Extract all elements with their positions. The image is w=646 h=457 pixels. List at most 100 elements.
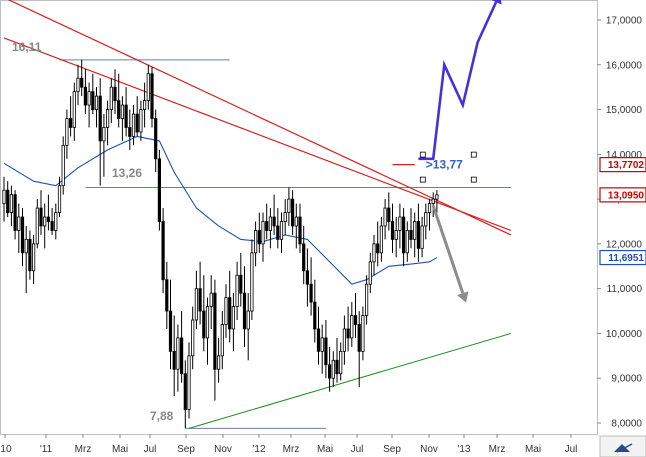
x-tick-label: Jul	[144, 444, 157, 455]
candle-body	[187, 355, 191, 410]
x-tick-label: Mrz	[283, 444, 300, 455]
bear-scenario-path	[431, 205, 465, 294]
candle-body	[9, 194, 13, 213]
candle-body	[231, 306, 235, 330]
y-tick-label: 15,0000	[606, 105, 643, 116]
candle-body	[276, 225, 280, 240]
candle	[131, 105, 136, 146]
candle	[28, 230, 32, 280]
candle-body	[191, 319, 195, 357]
candle	[242, 266, 247, 347]
candle	[272, 194, 276, 235]
candle-body	[209, 292, 213, 307]
candle-body	[106, 109, 110, 128]
selection-handle[interactable]	[419, 151, 426, 158]
candle	[176, 324, 180, 392]
candle	[35, 199, 39, 249]
badge-current-frame	[599, 187, 646, 203]
downtrend-line-1	[7, 0, 512, 236]
label-target: >13,77	[426, 158, 463, 172]
candle	[13, 190, 17, 240]
candle-body	[302, 243, 306, 272]
candle-body	[69, 118, 73, 128]
candle	[187, 342, 191, 419]
candle-body	[35, 207, 39, 245]
candle-body	[290, 198, 295, 227]
candle	[191, 306, 195, 370]
candle-body	[339, 350, 343, 375]
badge-upper-text: 13,7702	[608, 160, 645, 171]
candle	[120, 96, 124, 141]
candle-body	[265, 221, 269, 231]
candle-body	[235, 274, 239, 307]
candle-body	[346, 328, 350, 339]
axis-corner[interactable]	[599, 435, 646, 457]
candle-body	[327, 364, 332, 379]
bull-scenario-path	[418, 1, 498, 161]
candle	[46, 194, 51, 231]
candle	[43, 203, 47, 249]
candle	[54, 203, 58, 240]
candle	[87, 82, 91, 128]
candle-body	[427, 203, 432, 213]
candle-body	[272, 216, 276, 227]
candle-body	[176, 337, 180, 370]
candle	[383, 199, 387, 240]
candle	[179, 311, 184, 383]
candle	[150, 67, 154, 128]
y-tick-label: 9,0000	[611, 374, 642, 385]
candle	[205, 297, 210, 365]
candle-body	[420, 225, 424, 249]
candle-body	[94, 95, 99, 110]
candle-body	[198, 288, 202, 312]
candle-body	[357, 324, 361, 352]
candle-body	[390, 221, 395, 240]
candle	[98, 78, 102, 186]
candle-body	[76, 77, 80, 93]
candle-body	[283, 212, 287, 222]
selection-handle[interactable]	[470, 151, 477, 158]
label-support-level: 13,26	[112, 166, 142, 180]
candle	[290, 190, 295, 235]
candle-body	[65, 118, 69, 146]
candle-body	[91, 91, 95, 110]
candle-body	[228, 297, 232, 330]
candle	[387, 192, 391, 231]
candle	[65, 109, 69, 159]
candle-body	[150, 73, 154, 119]
candle-body	[416, 221, 421, 249]
candle	[353, 293, 358, 338]
candle	[435, 190, 439, 213]
candle	[416, 203, 421, 262]
selection-handle[interactable]	[470, 176, 477, 183]
candle	[431, 192, 435, 218]
candle	[17, 203, 21, 253]
candle	[72, 82, 76, 141]
candle	[228, 270, 232, 343]
candle-body	[124, 104, 128, 128]
badge-current-text: 13,0950	[608, 190, 645, 201]
candle	[313, 279, 317, 343]
candle-body	[39, 207, 43, 227]
candle	[246, 293, 250, 361]
candle-body	[220, 324, 224, 357]
candle	[253, 221, 258, 267]
x-tick-label: Sep	[383, 444, 401, 455]
candle	[294, 203, 298, 249]
candle-body	[6, 189, 10, 213]
candle-body	[131, 113, 136, 137]
x-tick-label: Mai	[317, 444, 333, 455]
x-tick-label: Mai	[525, 444, 541, 455]
candle	[424, 203, 428, 240]
candle	[183, 360, 187, 429]
badge-moving-average-text: 11,6951	[608, 253, 644, 264]
candle	[6, 181, 10, 218]
selection-handle[interactable]	[419, 176, 426, 183]
candle-body	[298, 216, 302, 245]
candle	[342, 315, 347, 365]
candle-body	[376, 243, 380, 254]
candle	[320, 324, 324, 374]
candle-body	[43, 216, 47, 227]
candle	[168, 279, 173, 370]
